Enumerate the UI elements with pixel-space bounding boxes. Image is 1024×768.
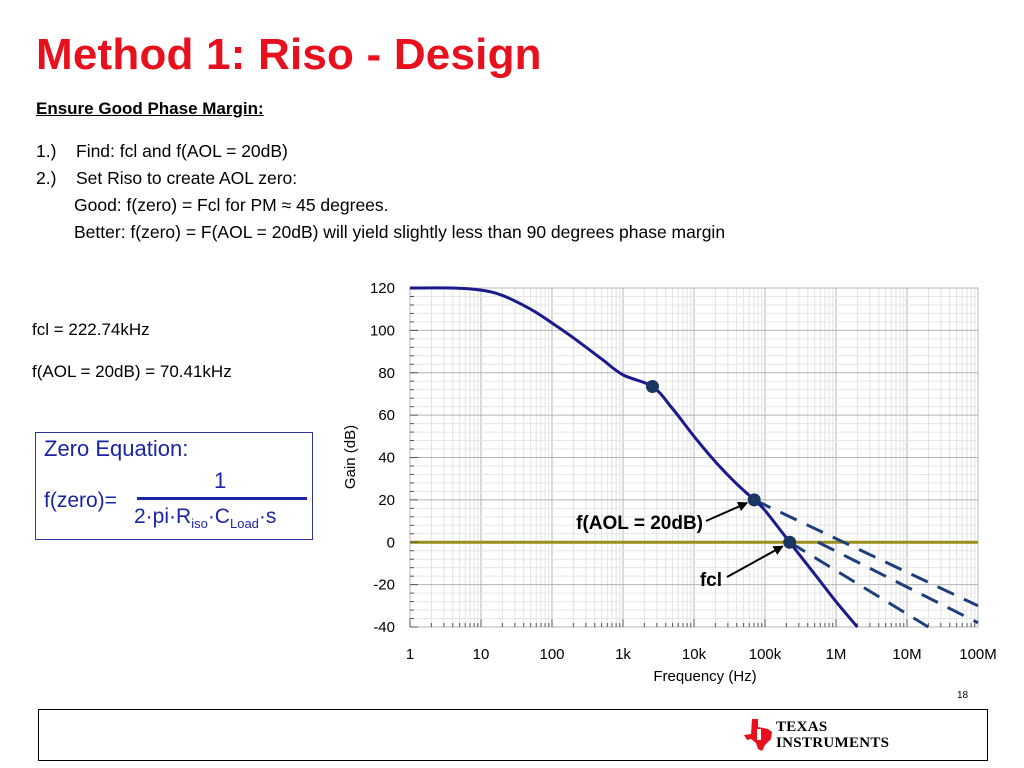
aol20-result: f(AOL = 20dB) = 70.41kHz — [32, 362, 232, 381]
annotation-aol20: f(AOL = 20dB) — [576, 513, 703, 534]
annotation-arrow — [705, 501, 749, 522]
equation-numerator: 1 — [214, 468, 227, 493]
x-tick-label: 100 — [539, 646, 564, 663]
equation-denominator: 2·pi·Riso·CLoad·s — [134, 505, 276, 531]
annotation-fcl: fcl — [700, 570, 722, 591]
good-criterion: Good: f(zero) = Fcl for PM ≈ 45 degrees. — [74, 195, 389, 215]
equation-heading: Zero Equation: — [44, 436, 189, 461]
step-number: 1.) — [36, 141, 57, 161]
fcl-result: fcl = 222.74kHz — [32, 320, 150, 339]
y-tick-label: 80 — [378, 365, 395, 382]
step-text: Find: fcl and f(AOL = 20dB) — [76, 141, 288, 161]
dashed-response-1 — [753, 498, 979, 608]
y-tick-label: 0 — [387, 534, 395, 551]
list-item: 1.) Find: fcl and f(AOL = 20dB) — [36, 141, 288, 162]
ti-logo: TEXAS INSTRUMENTS — [743, 718, 889, 754]
x-tick-label: 10M — [892, 646, 921, 663]
annotation-arrow — [726, 545, 784, 578]
slide-title: Method 1: Riso - Design — [36, 30, 542, 79]
footer-bar — [38, 709, 988, 761]
data-point-marker — [645, 380, 659, 394]
x-tick-label: 10 — [473, 646, 490, 663]
step-number: 2.) — [36, 168, 57, 188]
y-tick-label: 60 — [378, 407, 395, 424]
y-tick-label: 100 — [370, 322, 395, 339]
x-tick-label: 1M — [826, 646, 847, 663]
y-tick-label: 20 — [378, 492, 395, 509]
logo-line-1: TEXAS — [776, 719, 828, 735]
logo-line-2: INSTRUMENTS — [776, 735, 890, 751]
data-point-marker — [783, 535, 797, 549]
y-axis-label: Gain (dB) — [342, 425, 359, 489]
zero-equation-box: Zero Equation: f(zero)= 1 2·pi·Riso·CLoa… — [35, 432, 313, 540]
den-subscript-iso: iso — [191, 516, 208, 532]
y-tick-label: -40 — [373, 619, 395, 636]
step-text: Set Riso to create AOL zero: — [76, 168, 298, 188]
data-point-marker — [747, 493, 761, 507]
fraction-bar — [137, 497, 307, 500]
better-criterion: Better: f(zero) = F(AOL = 20dB) will yie… — [74, 222, 726, 242]
slide-subtitle: Ensure Good Phase Margin: — [36, 99, 264, 118]
x-tick-label: 100k — [749, 646, 782, 663]
dashed-response-3 — [817, 540, 979, 625]
texas-state-outline-icon — [744, 719, 772, 751]
y-tick-label: -20 — [373, 577, 395, 594]
den-mid: ·C — [207, 505, 230, 528]
y-tick-label: 40 — [378, 450, 395, 467]
x-axis-label: Frequency (Hz) — [653, 668, 756, 685]
x-tick-label: 100M — [959, 646, 997, 663]
den-subscript-load: Load — [229, 516, 259, 532]
x-tick-label: 10k — [682, 646, 707, 663]
list-item: 2.) Set Riso to create AOL zero: — [36, 168, 297, 189]
den-prefix: 2·pi·R — [134, 505, 192, 528]
equation-lhs: f(zero)= — [44, 489, 117, 512]
y-tick-label: 120 — [370, 280, 395, 297]
x-tick-label: 1 — [406, 646, 414, 663]
den-suffix: ·s — [258, 505, 277, 528]
slide-number: 18 — [957, 690, 969, 701]
x-tick-label: 1k — [615, 646, 631, 663]
